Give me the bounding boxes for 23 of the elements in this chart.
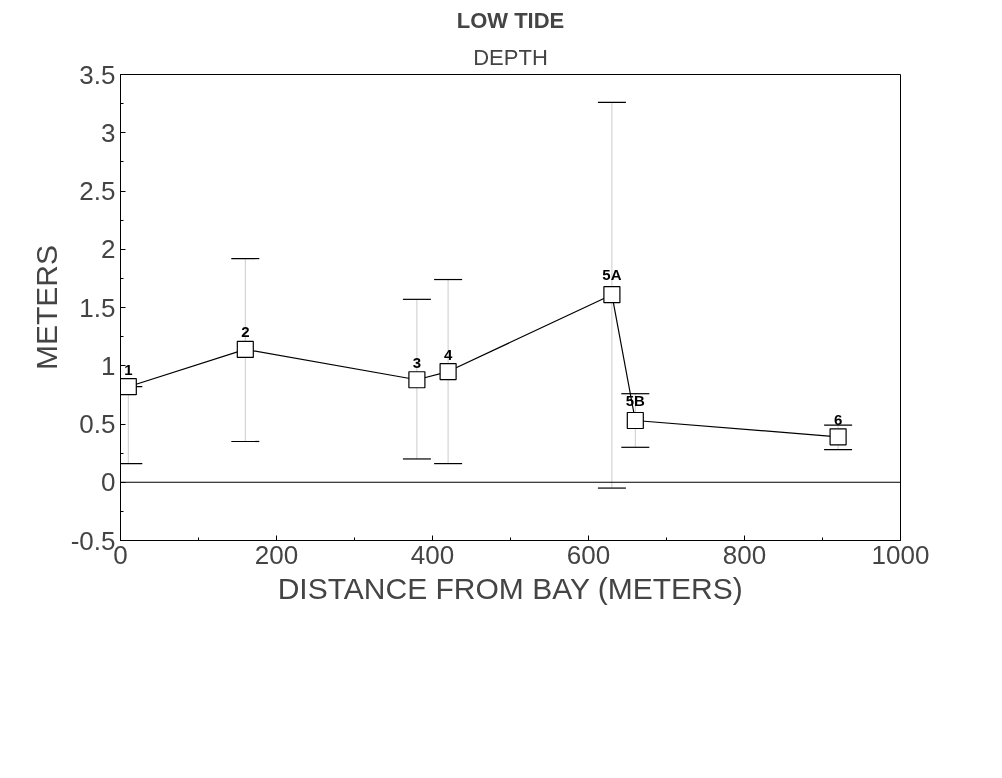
annotation: 3 <box>412 353 422 371</box>
x-tick-label: 800 <box>722 539 767 570</box>
chart-subtitle: DEPTH <box>473 44 548 70</box>
y-tick-label: 2 <box>101 234 116 265</box>
x-axis-title: DISTANCE FROM BAY (METERS) <box>277 571 743 605</box>
y-tick-label: 1.5 <box>79 292 116 323</box>
annotation: 5A <box>602 265 622 283</box>
y-tick-label: 0 <box>101 467 116 498</box>
annotation: 4 <box>443 345 453 363</box>
y-tick-label: 1 <box>101 350 116 381</box>
annotation: 2 <box>241 323 250 341</box>
y-tick-label: 3.5 <box>79 59 116 90</box>
y-axis-title: METERS <box>29 244 63 370</box>
x-tick-label: 1000 <box>871 539 930 570</box>
y-tick-label: 2.5 <box>79 176 116 206</box>
x-tick-label: 600 <box>566 539 611 570</box>
x-tick-label: 200 <box>254 539 299 570</box>
annotation: 6 <box>833 410 843 428</box>
y-tick-label: 3 <box>101 117 116 148</box>
chart-title: LOW TIDE <box>456 7 565 33</box>
annotation: 1 <box>124 360 133 378</box>
y-tick-label: 0.5 <box>79 409 116 439</box>
x-tick-label: 400 <box>410 539 455 570</box>
